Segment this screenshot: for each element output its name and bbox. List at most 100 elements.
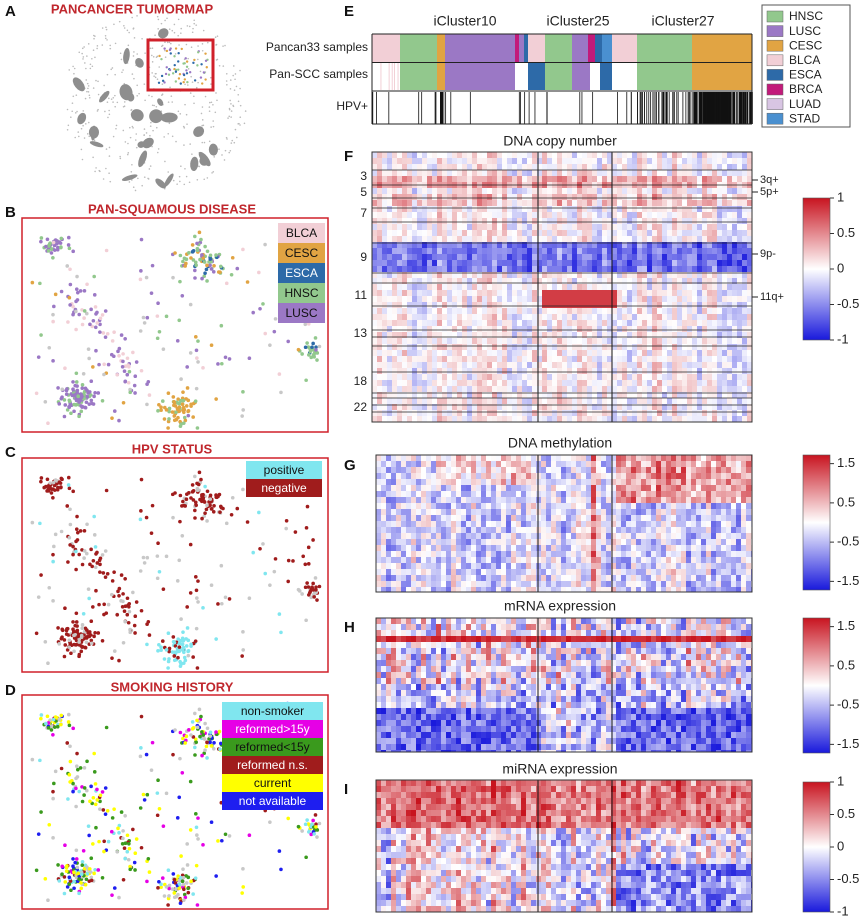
map-dot	[73, 860, 78, 865]
heatmap-cell	[562, 296, 567, 302]
heatmap-cell	[372, 362, 377, 368]
map-dot	[188, 542, 193, 547]
heatmap-cell	[432, 170, 437, 176]
map-dot	[202, 274, 206, 279]
heatmap-cell	[682, 314, 687, 320]
heatmap-cell	[627, 200, 632, 206]
map-dot	[195, 666, 200, 670]
heatmap-cell	[407, 326, 412, 332]
heatmap-cell	[617, 290, 622, 296]
heatmap-cell	[472, 248, 477, 254]
heatmap-cell	[427, 332, 432, 338]
heatmap-cell	[692, 272, 697, 278]
heatmap-cell	[542, 314, 547, 320]
heatmap-cell	[662, 248, 667, 254]
heatmap-cell	[457, 224, 462, 230]
heatmap-cell	[547, 254, 552, 260]
map-dot	[132, 860, 137, 865]
map-dot	[177, 409, 182, 414]
map-dot	[150, 263, 155, 268]
heatmap-cell	[727, 272, 732, 278]
heatmap-cell	[592, 188, 597, 194]
heatmap-cell	[657, 170, 662, 176]
heatmap-cell	[602, 314, 607, 320]
map-dot	[200, 753, 204, 758]
heatmap-cell	[502, 176, 507, 182]
heatmap-cell	[562, 200, 567, 206]
map-dot	[218, 747, 222, 751]
heatmap-cell	[437, 152, 442, 158]
map-dot	[77, 400, 81, 404]
heatmap-cell	[667, 260, 672, 266]
heatmap-cell	[662, 224, 667, 230]
map-dot	[208, 106, 211, 108]
heatmap-cell	[557, 320, 562, 326]
heatmap-cell	[447, 152, 452, 158]
heatmap-cell	[637, 248, 642, 254]
heatmap-cell	[667, 224, 672, 230]
heatmap-cell	[472, 158, 477, 164]
map-dot	[83, 46, 85, 48]
map-dot	[150, 503, 155, 508]
map-dot	[80, 860, 85, 864]
track-segment	[400, 34, 437, 62]
heatmap-cell	[522, 260, 527, 266]
heatmap-cell	[597, 254, 602, 260]
heatmap-cell	[522, 212, 527, 218]
heatmap-cell	[692, 296, 697, 302]
map-dot	[186, 80, 189, 84]
heatmap-cell	[437, 278, 442, 284]
map-dot	[68, 744, 72, 749]
heatmap-cell	[687, 296, 692, 302]
map-dot	[228, 107, 231, 110]
track-line	[691, 92, 693, 124]
heatmap-cell	[532, 200, 537, 206]
map-dot	[74, 112, 77, 114]
map-dot	[115, 850, 120, 854]
heatmap-cell	[632, 290, 637, 296]
heatmap-cell	[582, 212, 587, 218]
heatmap-cell	[672, 194, 677, 200]
heatmap-cell	[737, 320, 742, 326]
map-dot	[121, 401, 126, 405]
heatmap-cell	[672, 284, 677, 290]
map-dot	[67, 645, 72, 650]
heatmap-cell	[632, 212, 637, 218]
map-dot	[93, 325, 98, 330]
map-dot	[193, 335, 198, 339]
heatmap-cell	[542, 218, 547, 224]
map-dot	[53, 769, 58, 774]
map-dot	[191, 735, 196, 739]
heatmap-cell	[592, 224, 597, 230]
map-dot	[186, 649, 190, 654]
heatmap-cell	[597, 176, 602, 182]
legend-label: not available	[239, 794, 307, 808]
map-dot	[216, 839, 220, 843]
heatmap-cell	[492, 266, 497, 272]
map-dot	[132, 186, 135, 188]
heatmap-cell	[457, 164, 462, 170]
map-dot	[214, 493, 218, 497]
heatmap-cell	[552, 326, 557, 332]
heatmap-cell	[552, 152, 557, 158]
track-line	[713, 92, 716, 124]
heatmap-cell	[697, 296, 702, 302]
heatmap-cell	[457, 200, 462, 206]
map-dot	[169, 47, 172, 50]
heatmap-cell	[637, 224, 642, 230]
heatmap-cell	[567, 248, 572, 254]
map-dot	[53, 715, 58, 719]
map-dot	[194, 863, 199, 868]
map-dot	[103, 575, 108, 579]
map-dot	[167, 886, 171, 891]
heatmap-cell	[662, 278, 667, 284]
map-dot	[119, 810, 124, 814]
map-dot	[310, 345, 314, 350]
scatter-map: non-smokerreformed>15yreformed<15yreform…	[21, 694, 329, 910]
map-dot	[110, 893, 114, 897]
heatmap-cell	[547, 278, 552, 284]
heatmap-cell	[517, 206, 522, 212]
heatmap-cell	[617, 326, 622, 332]
heatmap-cell	[617, 158, 622, 164]
heatmap-cell	[422, 320, 427, 326]
